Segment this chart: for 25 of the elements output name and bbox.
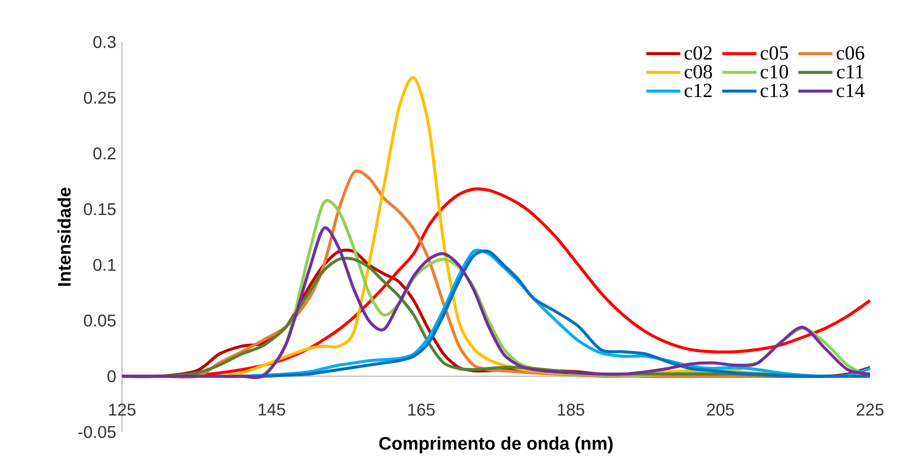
x-axis-title: Comprimento de onda (nm) <box>379 436 613 454</box>
legend-label: c11 <box>837 65 864 78</box>
x-tick-label: 225 <box>856 404 884 416</box>
y-tick-label: 0.3 <box>93 36 116 48</box>
legend-label: c02 <box>684 46 712 60</box>
legend-label: c10 <box>760 65 788 78</box>
x-tick-label: 125 <box>109 404 136 416</box>
x-tick-label: 165 <box>408 404 435 416</box>
y-tick-label: 0.1 <box>93 258 116 271</box>
y-tick-label: 0.25 <box>84 92 116 104</box>
y-tick-label: 0.2 <box>93 147 116 160</box>
legend-label: c08 <box>684 65 712 78</box>
legend-label: c06 <box>836 46 864 60</box>
y-tick-label: -0.05 <box>78 426 116 438</box>
y-axis-title: Intensidade <box>58 188 71 286</box>
legend-label: c12 <box>684 84 712 98</box>
legend-label: c05 <box>760 46 788 60</box>
x-tick-label: 205 <box>707 404 734 416</box>
legend-label: c14 <box>836 84 864 98</box>
x-tick-label: 145 <box>258 404 286 416</box>
x-tick-label: 185 <box>558 404 584 416</box>
y-tick-label: 0.15 <box>84 203 116 216</box>
y-tick-label: 0 <box>108 370 116 382</box>
y-tick-label: 0.05 <box>84 314 116 327</box>
legend-label: c13 <box>760 84 788 98</box>
